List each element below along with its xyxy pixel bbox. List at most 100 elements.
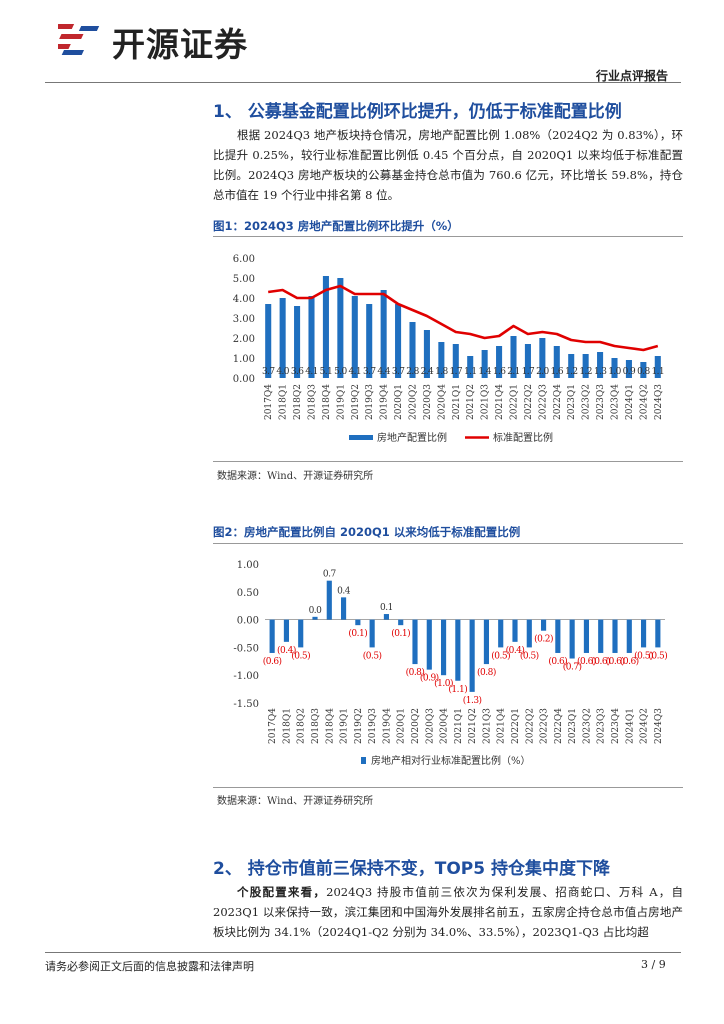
figure-1-chart: 6.005.004.003.002.001.000.003.7 4.0 3.6 4.1… <box>233 254 665 444</box>
x-tick-label: 2021Q4 <box>495 384 505 420</box>
bar <box>441 619 447 676</box>
bar <box>510 336 517 378</box>
x-tick-label: 2021Q2 <box>466 384 476 420</box>
legend-bar-swatch <box>349 435 373 440</box>
y-tick-label: 0.50 <box>237 588 259 599</box>
x-tick-label: 2023Q2 <box>582 384 592 420</box>
x-tick-label: 2022Q1 <box>511 708 521 744</box>
x-tick-label: 2022Q4 <box>553 384 563 420</box>
bar-data-label: 1.6 <box>551 367 564 377</box>
bar <box>412 619 418 665</box>
bar-data-label: (0.5) <box>363 650 382 661</box>
bar-data-label: 3.6 <box>291 367 304 377</box>
legend-bar-swatch <box>361 757 366 764</box>
bar-data-label: 1.6 <box>493 367 506 377</box>
x-tick-label: 2023Q3 <box>597 708 607 744</box>
bar <box>469 619 475 692</box>
bar-data-label: 1.0 <box>608 367 621 377</box>
bar-data-label: (0.6) <box>591 656 610 667</box>
bar-data-label: (0.5) <box>291 650 310 661</box>
bar-data-label: 4.0 <box>276 367 289 377</box>
bar-data-label: (0.5) <box>634 650 653 661</box>
x-tick-label: 2023Q4 <box>611 708 621 744</box>
bar-data-label: (0.9) <box>420 673 439 684</box>
figure-1-bottom-rule <box>213 461 683 462</box>
bar <box>369 619 375 648</box>
x-tick-label: 2019Q3 <box>368 708 378 744</box>
bar <box>583 619 589 653</box>
bar <box>568 354 575 378</box>
bar-data-label: (0.8) <box>477 667 496 678</box>
x-tick-label: 2020Q2 <box>409 384 419 420</box>
header-divider <box>45 82 681 83</box>
bar-data-label: (0.1) <box>348 628 367 639</box>
bar <box>553 346 560 378</box>
bar <box>611 358 618 378</box>
bar-data-label: (0.4) <box>506 645 525 656</box>
y-tick-label: 5.00 <box>233 274 255 285</box>
bar <box>582 354 589 378</box>
y-tick-label: 3.00 <box>233 314 255 325</box>
page-number: 3 / 9 <box>641 958 666 971</box>
bar <box>452 344 459 378</box>
legend-bar-label: 房地产相对行业标准配置比例（%） <box>371 754 531 767</box>
bar-data-label: (0.2) <box>534 634 553 645</box>
x-tick-label: 2021Q1 <box>452 384 462 420</box>
x-tick-label: 2018Q3 <box>311 708 321 744</box>
bar-data-label: 2.1 <box>507 367 520 377</box>
x-tick-label: 2019Q2 <box>351 384 361 420</box>
figure-2-bottom-rule <box>213 787 683 788</box>
x-tick-label: 2023Q1 <box>568 708 578 744</box>
bar-data-label: (0.7) <box>563 662 582 673</box>
bar-data-label: 0.8 <box>637 367 650 377</box>
bar <box>279 298 286 378</box>
bar-data-label: 0.0 <box>309 606 323 616</box>
bar-data-label: (0.6) <box>606 656 625 667</box>
bar-data-label: 1.2 <box>565 367 578 377</box>
y-tick-label: 4.00 <box>233 294 255 305</box>
x-tick-label: 2023Q1 <box>567 384 577 420</box>
y-tick-label: -1.00 <box>233 671 259 682</box>
x-tick-label: 2021Q4 <box>497 708 507 744</box>
y-tick-label: -0.50 <box>233 643 259 654</box>
section-1-title: 1、 公募基金配置比例环比提升，仍低于标准配置比例 <box>213 102 622 122</box>
bar <box>283 619 289 642</box>
section-2-paragraph: 个股配置来看，2024Q3 持股市值前三依次为保利发展、招商蛇口、万科 A，自 … <box>213 882 683 942</box>
bar-data-label: (0.5) <box>520 650 539 661</box>
bar <box>380 290 387 378</box>
x-tick-label: 2024Q3 <box>654 708 664 744</box>
x-tick-label: 2018Q2 <box>293 384 303 420</box>
bar-data-label: 0.7 <box>323 570 337 580</box>
y-tick-label: 1.00 <box>233 354 255 365</box>
bar-data-label: 3.7 <box>363 367 376 377</box>
x-tick-label: 2020Q1 <box>394 384 404 420</box>
x-tick-label: 2018Q2 <box>297 708 307 744</box>
y-tick-label: 0.00 <box>237 616 259 627</box>
bar-data-label: 1.1 <box>464 367 477 377</box>
x-tick-label: 2018Q1 <box>282 708 292 744</box>
figure-2-source: 数据来源：Wind、开源证券研究所 <box>217 796 374 807</box>
bar-data-label: 1.3 <box>594 367 607 377</box>
bar <box>481 350 488 378</box>
bar-data-label: (0.8) <box>406 667 425 678</box>
x-tick-label: 2020Q3 <box>425 708 435 744</box>
bar-data-label: (0.6) <box>263 656 282 667</box>
y-tick-label: 0.00 <box>233 374 255 385</box>
bar <box>455 619 461 681</box>
bar <box>409 322 416 378</box>
bar <box>383 614 389 620</box>
footer-divider <box>45 952 681 953</box>
bar <box>298 619 304 648</box>
x-tick-label: 2024Q1 <box>625 384 635 420</box>
bar <box>438 342 445 378</box>
bar <box>308 296 315 378</box>
bar-data-label: 1.4 <box>478 367 491 377</box>
bar <box>612 619 618 653</box>
bar <box>541 619 547 631</box>
x-tick-label: 2019Q3 <box>365 384 375 420</box>
bar-data-label: (0.6) <box>577 656 596 667</box>
legend-bar-label: 房地产配置比例 <box>377 431 447 444</box>
x-tick-label: 2024Q2 <box>640 708 650 744</box>
bar <box>641 619 647 648</box>
page-header: 开源证券 行业点评报告 <box>0 0 724 90</box>
